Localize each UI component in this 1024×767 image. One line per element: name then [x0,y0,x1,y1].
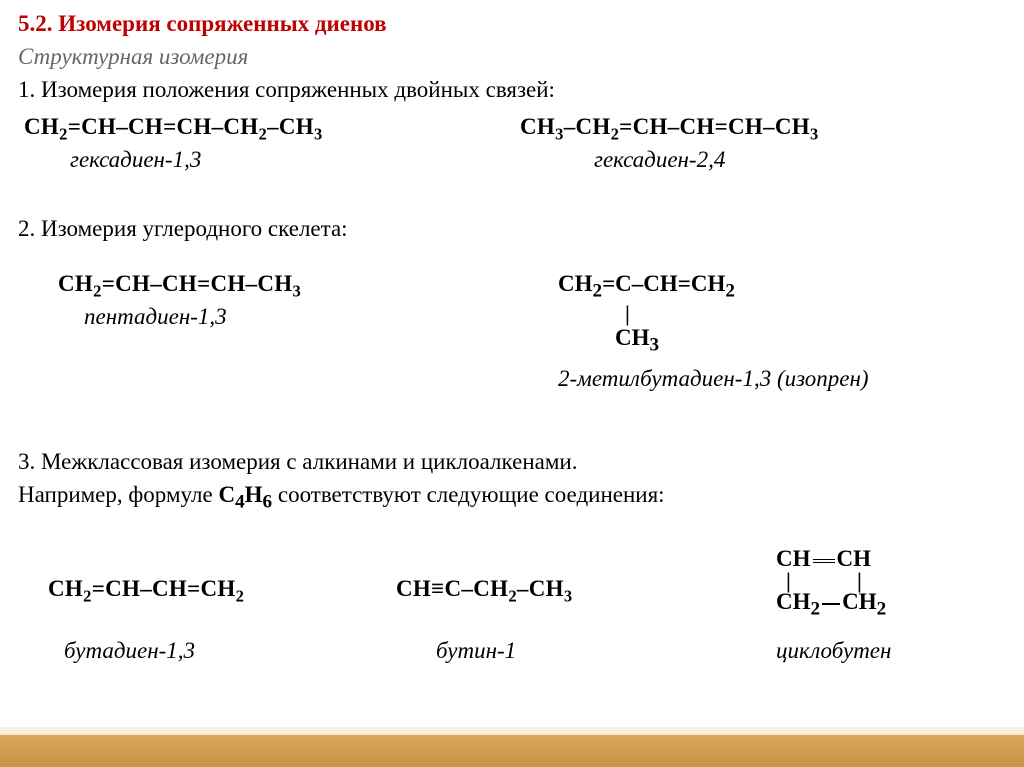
hexadiene-1-3-name: гексадиен-1,3 [24,144,464,175]
item3-line1: 3. Межклассовая изомерия с алкинами и ци… [18,446,1006,477]
isoprene-name: 2-метилбутадиен-1,3 (изопрен) [558,363,869,394]
c4h6-formula: C4H6 [218,482,272,507]
item2-label: 2. Изомерия углеродного скелета: [18,213,1006,244]
item3-line2-suffix: соответствуют следующие соединения: [272,482,664,507]
pentadiene-1-3-name: пентадиен-1,3 [58,301,498,332]
cyclobutene-formula: CHCH || CH2CH2 [776,545,891,620]
item3-col-c: CHCH || CH2CH2 циклобутен [716,545,891,665]
hexadiene-2-4-name: гексадиен-2,4 [520,144,819,175]
section-title: Изомерия сопряженных диенов [58,11,386,36]
pentadiene-1-3-formula: CH2=CH–CH=CH–CH3 [58,268,498,299]
document-page: 5.2. Изомерия сопряженных диенов Структу… [0,0,1024,666]
butadiene-1-3-formula: CH2=CH–CH=CH2 [48,573,378,604]
butyne-1-name: бутин-1 [396,635,716,666]
item2-left: CH2=CH–CH=CH–CH3 пентадиен-1,3 [18,268,498,394]
item3-formulas: CH2=CH–CH=CH2 бутадиен-1,3 CH≡C–CH2–CH3 … [18,545,1006,665]
item1-right: CH3–CH2=CH–CH=CH–CH3 гексадиен-2,4 [464,111,819,175]
item3-line2: Например, формуле C4H6 соответствуют сле… [18,479,1006,515]
item3-col-a: CH2=CH–CH=CH2 бутадиен-1,3 [18,545,378,665]
section-subtitle: Структурная изомерия [18,41,1006,72]
butyne-1-formula: CH≡C–CH2–CH3 [396,573,716,604]
item2-right: CH2=C–CH=CH2 | CH3 2-метилбутадиен-1,3 (… [498,268,869,394]
item2-formulas: CH2=CH–CH=CH–CH3 пентадиен-1,3 CH2=C–CH=… [18,268,1006,394]
hexadiene-1-3-formula: CH2=CH–CH=CH–CH2–CH3 [24,111,464,142]
item1-label: 1. Изомерия положения сопряженных двойны… [18,74,1006,105]
isoprene-formula: CH2=C–CH=CH2 | CH3 [558,268,869,359]
footer-stripe [0,733,1024,767]
section-number: 5.2. [18,11,53,36]
hexadiene-2-4-formula: CH3–CH2=CH–CH=CH–CH3 [520,111,819,142]
item1-formulas: CH2=CH–CH=CH–CH2–CH3 гексадиен-1,3 CH3–C… [18,111,1006,175]
section-heading: 5.2. Изомерия сопряженных диенов [18,8,1006,39]
butadiene-1-3-name: бутадиен-1,3 [48,635,378,666]
item1-left: CH2=CH–CH=CH–CH2–CH3 гексадиен-1,3 [18,111,464,175]
item3-col-b: CH≡C–CH2–CH3 бутин-1 [378,545,716,665]
item3-line2-prefix: Например, формуле [18,482,218,507]
cyclobutene-name: циклобутен [776,635,891,666]
